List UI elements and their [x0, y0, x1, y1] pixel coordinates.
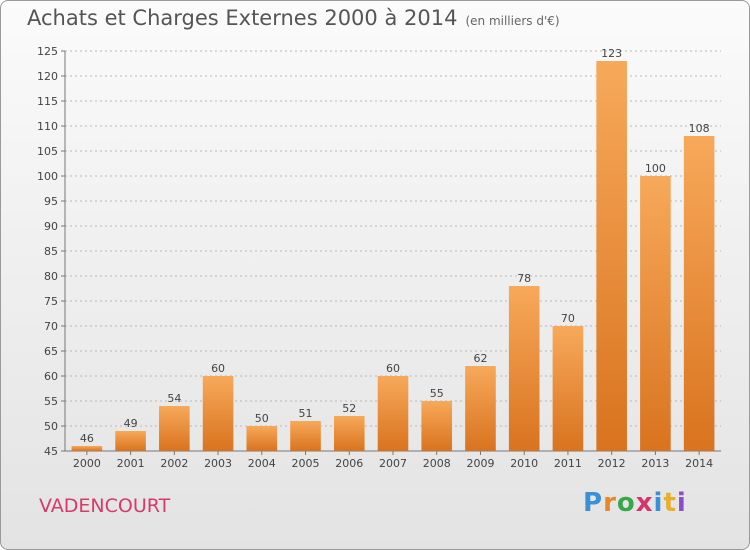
x-tick-label: 2007	[379, 457, 407, 470]
bar	[71, 446, 103, 451]
data-label: 60	[386, 362, 400, 375]
x-tick-label: 2004	[248, 457, 276, 470]
x-tick-label: 2008	[423, 457, 451, 470]
y-tick-label: 100	[37, 170, 58, 183]
bar	[596, 61, 627, 451]
logo-letter: i	[676, 488, 687, 518]
y-tick-label: 105	[37, 145, 58, 158]
x-tick-label: 2009	[466, 457, 494, 470]
y-tick-label: 80	[44, 270, 58, 283]
y-tick-label: 60	[44, 370, 58, 383]
commune-name: VADENCOURT	[39, 495, 171, 517]
logo-letter: o	[616, 488, 636, 518]
proxiti-logo[interactable]: Proxiti	[583, 488, 687, 518]
y-tick-label: 125	[37, 45, 58, 58]
data-label: 60	[211, 362, 225, 375]
bar	[465, 366, 496, 451]
y-tick-label: 45	[44, 445, 58, 458]
bars	[71, 61, 715, 451]
bar	[377, 376, 409, 451]
logo-letter: r	[603, 488, 617, 518]
bar	[640, 176, 671, 451]
x-tick-label: 2006	[335, 457, 363, 470]
x-tick-label: 2005	[292, 457, 320, 470]
logo-letter: i	[653, 488, 664, 518]
bar	[115, 431, 146, 451]
data-label: 54	[167, 392, 181, 405]
data-label: 100	[645, 162, 666, 175]
x-tick-label: 2010	[510, 457, 538, 470]
data-label: 70	[561, 312, 575, 325]
bar	[333, 416, 365, 451]
bar	[159, 406, 190, 451]
y-tick-label: 50	[44, 420, 58, 433]
y-tick-label: 70	[44, 320, 58, 333]
data-labels: 46 49 54 60 50 51 52 60 55 62 78 70 123 100 108	[80, 47, 710, 445]
x-tick-label: 2001	[117, 457, 145, 470]
data-label: 50	[255, 412, 269, 425]
axes: 45 50 55 60 65 70 75 80 85 90 95 100 105 110 115 120 125…	[37, 45, 721, 470]
data-label: 78	[517, 272, 531, 285]
y-tick-label: 75	[44, 295, 58, 308]
data-label: 108	[689, 122, 710, 135]
logo-letter: P	[583, 488, 604, 518]
y-tick-label: 55	[44, 395, 58, 408]
data-label: 62	[473, 352, 487, 365]
x-tick-label: 2013	[641, 457, 669, 470]
y-tick-label: 90	[44, 220, 58, 233]
x-tick-label: 2014	[685, 457, 713, 470]
x-tick-label: 2011	[554, 457, 582, 470]
y-tick-label: 85	[44, 245, 58, 258]
bar	[508, 286, 540, 451]
x-tick-label: 2000	[73, 457, 101, 470]
bar	[552, 326, 584, 451]
logo-letter: t	[663, 488, 677, 518]
data-label: 52	[342, 402, 356, 415]
data-label: 123	[601, 47, 622, 60]
bar	[683, 136, 715, 451]
y-tick-label: 120	[37, 70, 58, 83]
logo-letter: x	[635, 488, 654, 518]
data-label: 46	[80, 432, 94, 445]
y-tick-label: 115	[37, 95, 58, 108]
bar	[421, 401, 453, 451]
bar	[246, 426, 278, 451]
bar	[290, 421, 321, 451]
y-tick-label: 65	[44, 345, 58, 358]
x-tick-label: 2002	[160, 457, 188, 470]
data-label: 49	[124, 417, 138, 430]
bar	[202, 376, 234, 451]
y-tick-label: 110	[37, 120, 58, 133]
x-tick-label: 2003	[204, 457, 232, 470]
data-label: 51	[299, 407, 313, 420]
unit-label: (en milliers d'€)	[465, 14, 560, 28]
chart-title-text: Achats et Charges Externes 2000 à 2014	[27, 6, 458, 30]
y-tick-label: 95	[44, 195, 58, 208]
data-label: 55	[430, 387, 444, 400]
x-tick-label: 2012	[598, 457, 626, 470]
chart-title: Achats et Charges Externes 2000 à 2014 (e…	[27, 6, 560, 30]
